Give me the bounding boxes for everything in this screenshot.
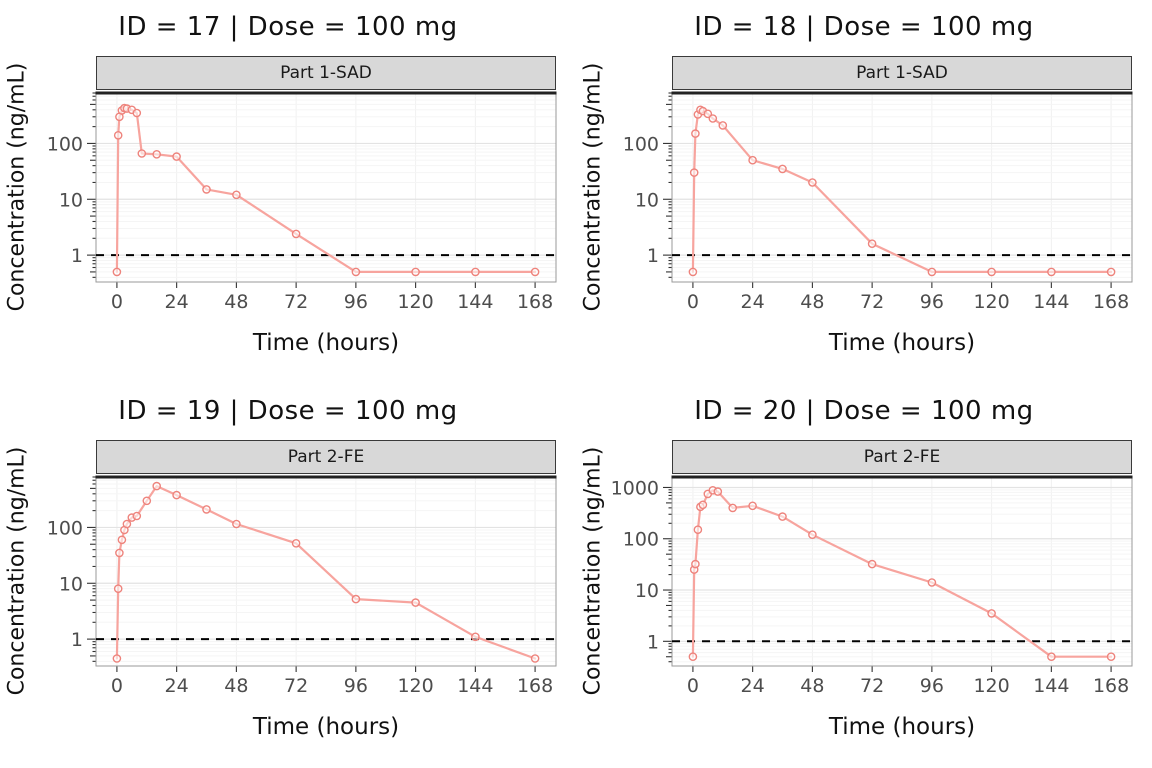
pk-panel: ID = 20 | Dose = 100 mg Concentration (n… (576, 384, 1152, 768)
svg-text:48: 48 (800, 675, 824, 697)
facet-strip: Part 2-FE (96, 440, 556, 474)
svg-text:1000: 1000 (611, 477, 659, 499)
svg-text:120: 120 (973, 291, 1009, 313)
svg-text:48: 48 (800, 291, 824, 313)
facet-label: Part 1-SAD (280, 63, 372, 83)
facet-strip: Part 1-SAD (96, 56, 556, 90)
svg-text:1: 1 (647, 245, 659, 267)
x-axis-title: Time (hours) (252, 714, 400, 740)
svg-text:120: 120 (397, 675, 433, 697)
svg-text:168: 168 (517, 291, 553, 313)
panel-title: ID = 18 | Dose = 100 mg (694, 12, 1034, 42)
svg-text:24: 24 (741, 291, 765, 313)
svg-text:100: 100 (623, 133, 659, 155)
x-axis-title: Time (hours) (828, 330, 976, 356)
svg-text:72: 72 (284, 675, 308, 697)
facet-label: Part 2-FE (863, 447, 941, 467)
svg-text:1: 1 (647, 631, 659, 653)
svg-text:0: 0 (687, 675, 699, 697)
svg-text:48: 48 (224, 675, 248, 697)
svg-text:96: 96 (920, 291, 944, 313)
panel-title: ID = 20 | Dose = 100 mg (694, 396, 1034, 426)
svg-text:48: 48 (224, 291, 248, 313)
x-axis-title: Time (hours) (828, 714, 976, 740)
plot-svg: 1 10 100 1000 0 24 48 72 96 120 144 168 (611, 475, 1133, 697)
svg-text:72: 72 (284, 291, 308, 313)
plot-svg: 1 10 100 0 24 48 72 96 120 144 168 (47, 91, 557, 313)
svg-text:0: 0 (111, 675, 123, 697)
svg-text:100: 100 (623, 529, 659, 551)
svg-text:24: 24 (165, 291, 189, 313)
svg-text:24: 24 (165, 675, 189, 697)
svg-text:96: 96 (344, 291, 368, 313)
x-axis-title: Time (hours) (252, 330, 400, 356)
svg-text:10: 10 (635, 580, 659, 602)
svg-text:120: 120 (973, 675, 1009, 697)
plot-svg: 1 10 100 0 24 48 72 96 120 144 168 (47, 475, 557, 697)
pk-panel: ID = 17 | Dose = 100 mg Concentration (n… (0, 0, 576, 384)
svg-text:144: 144 (1033, 675, 1069, 697)
panel-title: ID = 19 | Dose = 100 mg (118, 396, 458, 426)
svg-text:0: 0 (111, 291, 123, 313)
panel-title: ID = 17 | Dose = 100 mg (118, 12, 458, 42)
facet-strip: Part 2-FE (672, 440, 1132, 474)
svg-text:120: 120 (397, 291, 433, 313)
svg-text:144: 144 (457, 291, 493, 313)
svg-text:10: 10 (59, 189, 83, 211)
svg-text:10: 10 (59, 573, 83, 595)
svg-text:0: 0 (687, 291, 699, 313)
svg-text:96: 96 (344, 675, 368, 697)
svg-text:144: 144 (1033, 291, 1069, 313)
svg-text:10: 10 (635, 189, 659, 211)
svg-text:100: 100 (47, 133, 83, 155)
facet-label: Part 2-FE (287, 447, 365, 467)
svg-text:168: 168 (1093, 291, 1129, 313)
svg-text:96: 96 (920, 675, 944, 697)
pk-panel: ID = 18 | Dose = 100 mg Concentration (n… (576, 0, 1152, 384)
svg-text:24: 24 (741, 675, 765, 697)
svg-text:1: 1 (71, 629, 83, 651)
facet-label: Part 1-SAD (856, 63, 948, 83)
svg-text:144: 144 (457, 675, 493, 697)
svg-text:168: 168 (1093, 675, 1129, 697)
svg-text:100: 100 (47, 517, 83, 539)
svg-text:72: 72 (860, 675, 884, 697)
svg-text:168: 168 (517, 675, 553, 697)
svg-text:1: 1 (71, 245, 83, 267)
facet-strip: Part 1-SAD (672, 56, 1132, 90)
svg-text:72: 72 (860, 291, 884, 313)
pk-panel: ID = 19 | Dose = 100 mg Concentration (n… (0, 384, 576, 768)
plot-svg: 1 10 100 0 24 48 72 96 120 144 168 (623, 91, 1133, 313)
